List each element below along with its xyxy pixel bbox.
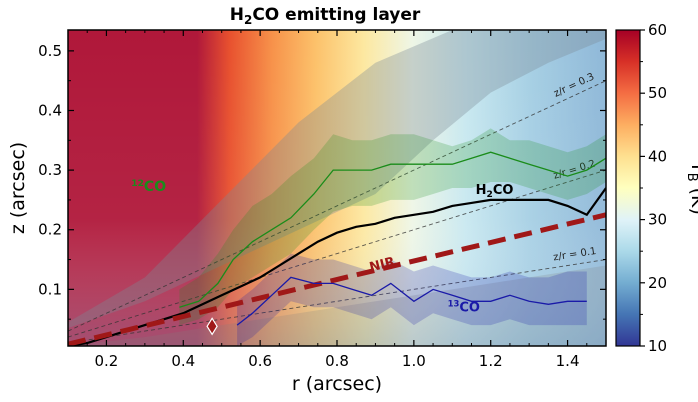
series-label-superscript: 13 bbox=[448, 298, 460, 308]
series-label-subscript: 2 bbox=[487, 190, 493, 200]
h2co-lower-band bbox=[68, 265, 606, 346]
x-tick-label: 1.2 bbox=[479, 352, 503, 370]
colorbar-label-subscript: B bbox=[684, 173, 698, 182]
colorbar-tick-label: 50 bbox=[648, 84, 667, 102]
series-label-h2co: H2CO bbox=[476, 183, 514, 200]
series-label-main: H bbox=[476, 183, 487, 198]
x-tick-label: 0.6 bbox=[248, 352, 272, 370]
reference-line-2 bbox=[68, 169, 606, 338]
series-label-rest: CO bbox=[493, 183, 514, 198]
series-line-13co bbox=[236, 276, 587, 326]
y-axis-label: z (arcsec) bbox=[7, 142, 29, 234]
y-tick-label: 0.4 bbox=[38, 101, 62, 119]
x-tick-label: 0.4 bbox=[171, 352, 195, 370]
x-tick-label: 0.2 bbox=[94, 352, 118, 370]
colorbar-tick-label: 10 bbox=[648, 337, 667, 355]
colorbar-tick-label: 20 bbox=[648, 274, 667, 292]
series-label-13co: 13CO bbox=[448, 298, 480, 315]
colorbar-label-main: T bbox=[687, 160, 698, 173]
x-tick-label: 1.0 bbox=[402, 352, 426, 370]
y-tick-label: 0.2 bbox=[38, 221, 62, 239]
marker-diamond bbox=[206, 317, 218, 336]
y-axis-ticks: 0.1 0.2 0.3 0.4 0.5 bbox=[38, 42, 606, 320]
series-label-rest: CO bbox=[144, 179, 166, 195]
series-label-superscript: 12 bbox=[131, 179, 144, 189]
x-tick-label: 0.8 bbox=[325, 352, 349, 370]
temperature-map-vertical-shading bbox=[68, 30, 606, 346]
band-12co bbox=[179, 128, 606, 326]
series-line-12co bbox=[179, 151, 606, 308]
colorbar-tick-label: 60 bbox=[648, 21, 667, 39]
series-label-12co: 12CO bbox=[131, 179, 166, 195]
y-tick-label: 0.3 bbox=[38, 161, 62, 179]
reference-line-1 bbox=[68, 80, 606, 332]
title-rest: CO emitting layer bbox=[252, 5, 421, 25]
x-axis-label: r (arcsec) bbox=[292, 373, 382, 395]
series-line-nir bbox=[68, 212, 606, 346]
svg-text:H2CO emitting layer: H2CO emitting layer bbox=[230, 5, 421, 27]
title-subscript: 2 bbox=[244, 13, 252, 27]
x-axis-ticks: 0.2 0.4 0.6 0.8 1.0 1.2 1.4 bbox=[67, 30, 607, 370]
series-label-nir: NIR bbox=[368, 255, 397, 276]
colorbar-label-rest: (K) bbox=[687, 182, 698, 215]
series-label-rest: CO bbox=[459, 300, 480, 315]
title: H2CO emitting layer bbox=[230, 5, 421, 27]
upper-uncertainty-region bbox=[68, 30, 606, 329]
y-tick-label: 0.5 bbox=[38, 42, 62, 60]
colorbar: 10 20 30 40 50 60 TB (K) bbox=[615, 21, 698, 355]
x-tick-label: 1.4 bbox=[556, 352, 580, 370]
colorbar-ticks: 10 20 30 40 50 60 bbox=[640, 21, 667, 355]
y-tick-label: 0.1 bbox=[38, 280, 62, 298]
colorbar-tick-label: 30 bbox=[648, 211, 667, 229]
colorbar-gradient bbox=[615, 29, 641, 347]
colorbar-label: TB (K) bbox=[684, 160, 698, 215]
colorbar-tick-label: 40 bbox=[648, 147, 667, 165]
title-main: H bbox=[230, 5, 244, 25]
